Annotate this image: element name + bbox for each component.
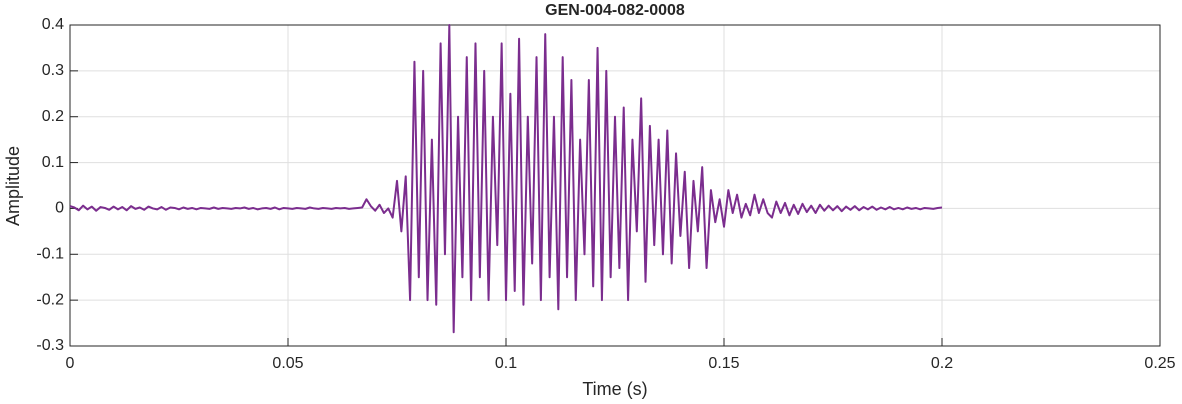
x-tick-label: 0.05 xyxy=(272,355,303,372)
y-tick-label: 0.2 xyxy=(42,108,64,125)
plot-frame xyxy=(69,24,1161,347)
chart-title: GEN-004-082-0008 xyxy=(545,2,685,19)
x-tick-label: 0.15 xyxy=(708,355,739,372)
y-tick-label: 0.1 xyxy=(42,154,64,171)
y-tick-label: -0.2 xyxy=(36,291,64,308)
x-tick-label: 0 xyxy=(66,355,75,372)
x-tick-label: 0.1 xyxy=(495,355,517,372)
y-axis-label: Amplitude xyxy=(3,146,23,226)
y-tick-label: -0.3 xyxy=(36,337,64,354)
x-tick-label: 0.2 xyxy=(931,355,953,372)
x-tick-label: 0.25 xyxy=(1144,355,1175,372)
y-tick-label: 0 xyxy=(55,200,64,217)
y-tick-label: 0.4 xyxy=(42,16,64,33)
waveform-line xyxy=(69,24,943,334)
x-axis-label: Time (s) xyxy=(582,379,647,399)
y-tick-label: 0.3 xyxy=(42,62,64,79)
y-tick-label: -0.1 xyxy=(36,246,64,263)
